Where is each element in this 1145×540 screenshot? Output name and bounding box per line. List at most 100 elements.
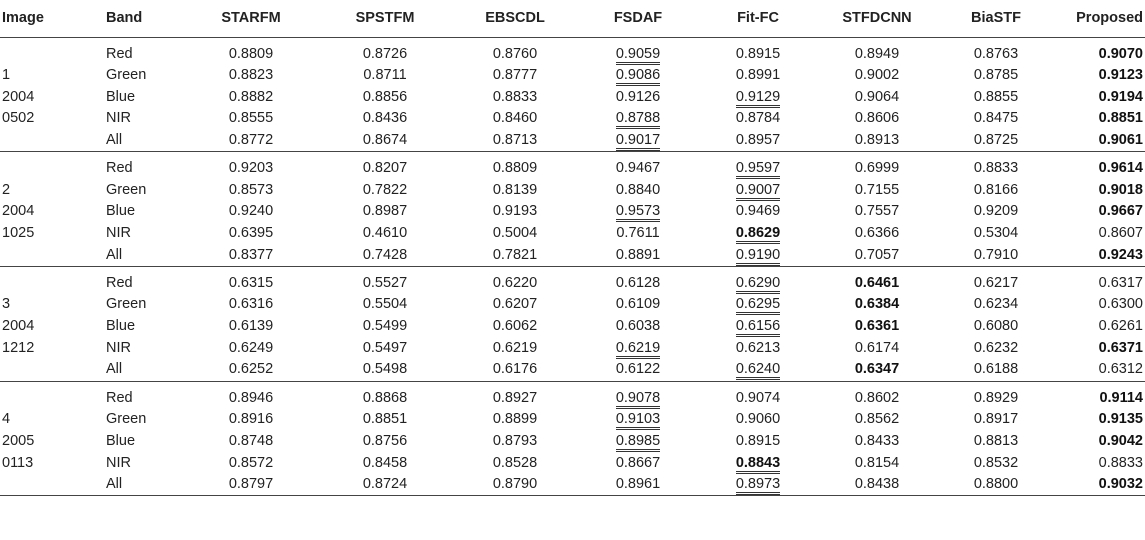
table-row: 1025 NIR 0.6395 0.4610 0.5004 0.7611 0.8629 0.6… [0,223,1145,245]
value-cell: 0.8915 [699,430,817,452]
image-label-cell: 2004 [2,88,35,105]
value-cell: 0.8840 [577,179,699,201]
value-text: 0.8899 [492,410,538,427]
value-cell: 0.6174 [817,337,937,359]
value-cell: 0.6207 [453,294,577,316]
value-text: 0.5004 [492,225,538,242]
band-cell: Blue [106,432,136,449]
value-cell: 0.9064 [817,86,937,108]
value-cell: 0.8725 [937,129,1055,153]
value-cell: 0.5004 [453,223,577,245]
value-cell: 0.8724 [317,473,453,497]
value-cell: 0.8916 [185,409,317,431]
value-cell: 0.8458 [317,452,453,474]
value-cell: 0.8760 [453,37,577,65]
value-cell: 0.8436 [317,108,453,130]
image-label-cell: 2004 [2,203,35,220]
header-band: Band [100,0,185,38]
table-row: 4 Green 0.8916 0.8851 0.8899 0.9103 0.9060 0.85… [0,409,1145,431]
value-text: 0.9209 [973,203,1019,220]
value-text: 0.8985 [615,433,661,452]
image-label-cell: 1025 [2,225,35,242]
value-text: 0.8748 [228,432,274,449]
value-cell: 0.8154 [817,452,937,474]
image-label-cell [0,244,100,267]
value-text: 0.9135 [1098,410,1143,427]
value-cell: 0.8377 [185,244,317,267]
value-text: 0.9059 [615,46,661,65]
value-cell: 0.8985 [577,430,699,452]
value-text: 0.9061 [1098,132,1143,149]
table-row: Red 0.9203 0.8207 0.8809 0.9467 0.9597 0.6999 0… [0,152,1145,180]
value-cell: 0.6249 [185,337,317,359]
value-cell: 0.8748 [185,430,317,452]
value-text: 0.8915 [735,45,781,62]
value-cell: 0.7155 [817,179,937,201]
value-cell: 0.8602 [817,381,937,409]
value-text: 0.9103 [615,411,661,430]
header-stfdcnn: STFDCNN [817,0,937,38]
value-text: 0.9597 [735,160,781,180]
band-cell: NIR [106,225,131,242]
value-cell: 0.5499 [317,316,453,338]
value-cell: 0.9193 [453,201,577,223]
value-text: 0.8166 [973,181,1019,198]
value-cell: 0.6315 [185,266,317,294]
value-text: 0.8833 [1098,454,1143,471]
table-body: Red 0.8809 0.8726 0.8760 0.9059 0.8915 0.8949 0… [0,37,1145,497]
band-cell: All [100,244,185,267]
value-cell: 0.8788 [577,108,699,130]
value-cell: 0.6220 [453,266,577,294]
value-text: 0.8868 [362,389,408,406]
value-text: 0.9032 [1098,476,1143,493]
value-text: 0.6240 [735,361,781,381]
value-text: 0.6176 [492,361,538,378]
value-cell: 0.8606 [817,108,937,130]
value-cell: 0.8572 [185,452,317,474]
value-cell: 0.8843 [699,452,817,474]
value-text: 0.6999 [854,160,900,177]
value-text: 0.9614 [1098,160,1143,177]
value-text: 0.8772 [228,132,274,149]
band-cell: Blue [106,318,136,335]
value-cell: 0.9597 [699,152,817,180]
value-cell: 0.7822 [317,179,453,201]
table-row: 1212 NIR 0.6249 0.5497 0.6219 0.6219 0.6213 0.6… [0,337,1145,359]
value-cell: 0.8917 [937,409,1055,431]
value-text: 0.7428 [362,246,408,263]
value-text: 0.8797 [228,476,274,493]
value-cell: 0.8438 [817,473,937,497]
value-cell: 0.8833 [1055,452,1145,474]
value-cell: 0.6300 [1055,294,1145,316]
value-cell: 0.9203 [185,152,317,180]
value-cell: 0.8763 [937,37,1055,65]
value-text: 0.8790 [492,476,538,493]
image-label-cell: 2 [2,181,11,198]
value-cell: 0.8756 [317,430,453,452]
value-text: 0.7155 [854,181,900,198]
value-text: 0.8843 [735,455,781,474]
value-cell: 0.4610 [317,223,453,245]
value-cell: 0.9074 [699,381,817,409]
value-cell: 0.8785 [937,65,1055,87]
value-cell: 0.6128 [577,266,699,294]
value-cell: 0.6366 [817,223,937,245]
value-text: 0.6252 [228,361,274,378]
band-cell: Blue [106,203,136,220]
value-text: 0.8760 [492,45,538,62]
image-label-cell: 0113 [2,454,34,471]
value-text: 0.8475 [973,110,1019,127]
value-text: 0.6217 [973,274,1019,291]
value-text: 0.8460 [492,110,538,127]
value-text: 0.8606 [854,110,900,127]
value-text: 0.8813 [973,432,1019,449]
value-text: 0.8823 [228,66,274,83]
value-cell: 0.8793 [453,430,577,452]
value-text: 0.6109 [615,296,661,313]
value-text: 0.8756 [362,432,408,449]
value-cell: 0.6139 [185,316,317,338]
band-cell: Blue [106,88,136,105]
value-cell: 0.7821 [453,244,577,267]
band-cell: All [100,473,185,497]
value-text: 0.8436 [362,110,408,127]
